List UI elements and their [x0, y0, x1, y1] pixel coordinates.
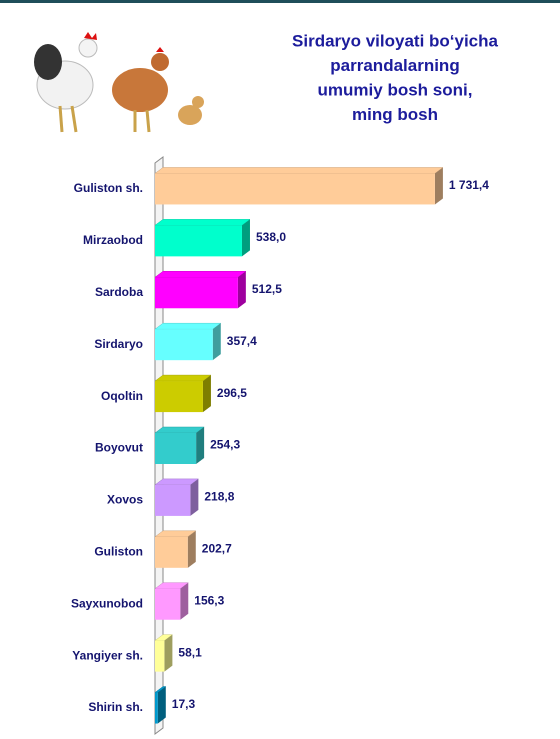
y-tick-label: Xovos [107, 493, 143, 507]
top-border [0, 0, 560, 3]
value-label: 218,8 [204, 490, 234, 504]
bar-side [434, 167, 443, 205]
bar-side [196, 427, 205, 464]
bar [155, 329, 213, 361]
value-label: 58,1 [178, 645, 202, 659]
title-line: ming bosh [352, 105, 438, 124]
bar [155, 225, 242, 257]
bar-side [212, 323, 221, 361]
bar-side [164, 634, 173, 672]
bar [155, 433, 197, 464]
bar [155, 692, 158, 724]
bar [155, 536, 188, 568]
y-tick-label: Yangiyer sh. [72, 648, 143, 662]
bar-side [187, 530, 196, 568]
bar [155, 588, 181, 620]
title-line: parrandalarning [330, 56, 459, 75]
title-line: umumiy bosh soni, [318, 80, 473, 99]
value-label: 512,5 [252, 282, 282, 296]
y-tick-label: Guliston [94, 544, 143, 558]
value-label: 296,5 [217, 386, 247, 400]
title-line: Sirdaryo viloyati bo‘yicha [292, 31, 499, 50]
value-label: 538,0 [256, 230, 286, 244]
bar [155, 640, 165, 672]
bar-top [154, 167, 444, 174]
value-label: 17,3 [172, 697, 196, 711]
bar-top [154, 426, 205, 434]
bar-top [154, 322, 222, 330]
chickens-illustration [34, 32, 204, 133]
value-label: 1 731,4 [449, 178, 489, 192]
bar [155, 381, 203, 413]
y-tick-label: Sirdaryo [94, 337, 143, 351]
bar-side [157, 686, 166, 724]
value-label: 357,4 [227, 334, 257, 348]
y-tick-label: Shirin sh. [88, 700, 143, 714]
y-tick-label: Guliston sh. [74, 181, 143, 195]
chart-title: Sirdaryo viloyati bo‘yicha parrandalarnin… [292, 31, 499, 124]
value-label: 156,3 [194, 593, 224, 607]
y-tick-label: Oqoltin [101, 389, 143, 403]
bar [155, 277, 238, 309]
bar-side [180, 582, 189, 620]
bar [155, 484, 191, 516]
y-tick-label: Sardoba [95, 285, 143, 299]
value-label: 202,7 [202, 541, 232, 555]
y-tick-label: Sayxunobod [71, 596, 143, 610]
y-tick-label: Mirzaobod [83, 233, 143, 247]
bar-side [241, 219, 250, 257]
y-tick-label: Boyovut [95, 441, 143, 455]
bar-side [202, 375, 211, 413]
bar-top [154, 219, 251, 226]
bar-top [154, 374, 212, 382]
bar [155, 173, 435, 205]
value-label: 254,3 [210, 438, 240, 452]
bar-side [190, 478, 199, 516]
bar-top [154, 271, 247, 278]
bar-side [237, 271, 246, 309]
